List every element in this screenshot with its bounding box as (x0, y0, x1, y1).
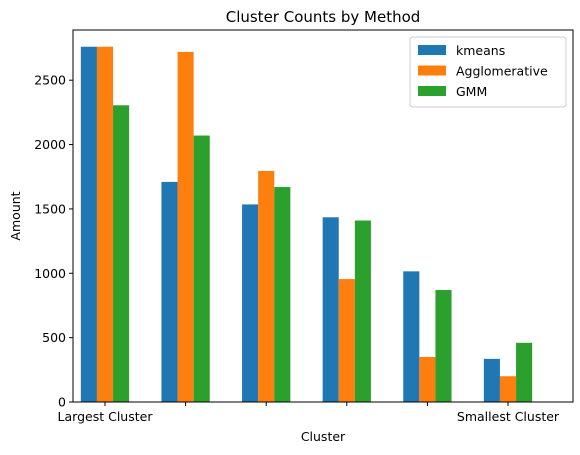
chart-title: Cluster Counts by Method (226, 8, 421, 26)
bar-agglomerative-3 (338, 279, 355, 402)
bar-kmeans-2 (242, 204, 259, 402)
legend-label-gmm: GMM (456, 84, 487, 99)
bar-kmeans-4 (403, 271, 420, 402)
legend-swatch-kmeans (418, 45, 446, 55)
y-tick-label-1500: 1500 (34, 201, 66, 216)
bars-group (80, 46, 533, 403)
y-axis: 0 500 1000 1500 2000 2500 (34, 73, 73, 410)
bar-gmm-0 (113, 105, 130, 403)
plot-frame (72, 29, 574, 403)
y-tick-label-500: 500 (42, 330, 66, 345)
x-axis: Largest Cluster Smallest Cluster (58, 402, 560, 424)
bar-gmm-1 (193, 135, 210, 403)
legend-swatch-agglomerative (418, 65, 446, 76)
y-axis-label: Amount (8, 191, 23, 240)
bar-gmm-5 (516, 342, 533, 402)
legend-frame (409, 36, 567, 108)
bar-agglomerative-2 (258, 170, 275, 402)
x-tick-label-5: Smallest Cluster (457, 409, 560, 424)
bar-gmm-2 (274, 187, 291, 402)
legend-label-agglomerative: Agglomerative (456, 64, 548, 79)
y-tick-label-1000: 1000 (34, 266, 66, 281)
x-tick-label-0: Largest Cluster (58, 409, 154, 424)
bar-gmm-4 (435, 290, 452, 402)
y-tick-label-2000: 2000 (34, 137, 66, 152)
bar-agglomerative-0 (96, 46, 114, 402)
y-tick-label-0: 0 (58, 395, 66, 410)
x-axis-label: Cluster (301, 429, 346, 444)
bar-agglomerative-4 (419, 356, 436, 402)
legend-label-kmeans: kmeans (456, 43, 505, 58)
legend-swatch-gmm (418, 86, 446, 96)
bar-kmeans-0 (80, 46, 97, 402)
bar-agglomerative-1 (177, 51, 194, 402)
bar-kmeans-5 (483, 358, 500, 402)
bar-kmeans-1 (161, 181, 178, 402)
y-tick-label-2500: 2500 (34, 73, 66, 88)
bar-kmeans-3 (322, 217, 339, 402)
legend: kmeans Agglomerative GMM (409, 36, 567, 108)
bar-agglomerative-5 (499, 376, 517, 402)
bar-gmm-3 (354, 220, 371, 402)
